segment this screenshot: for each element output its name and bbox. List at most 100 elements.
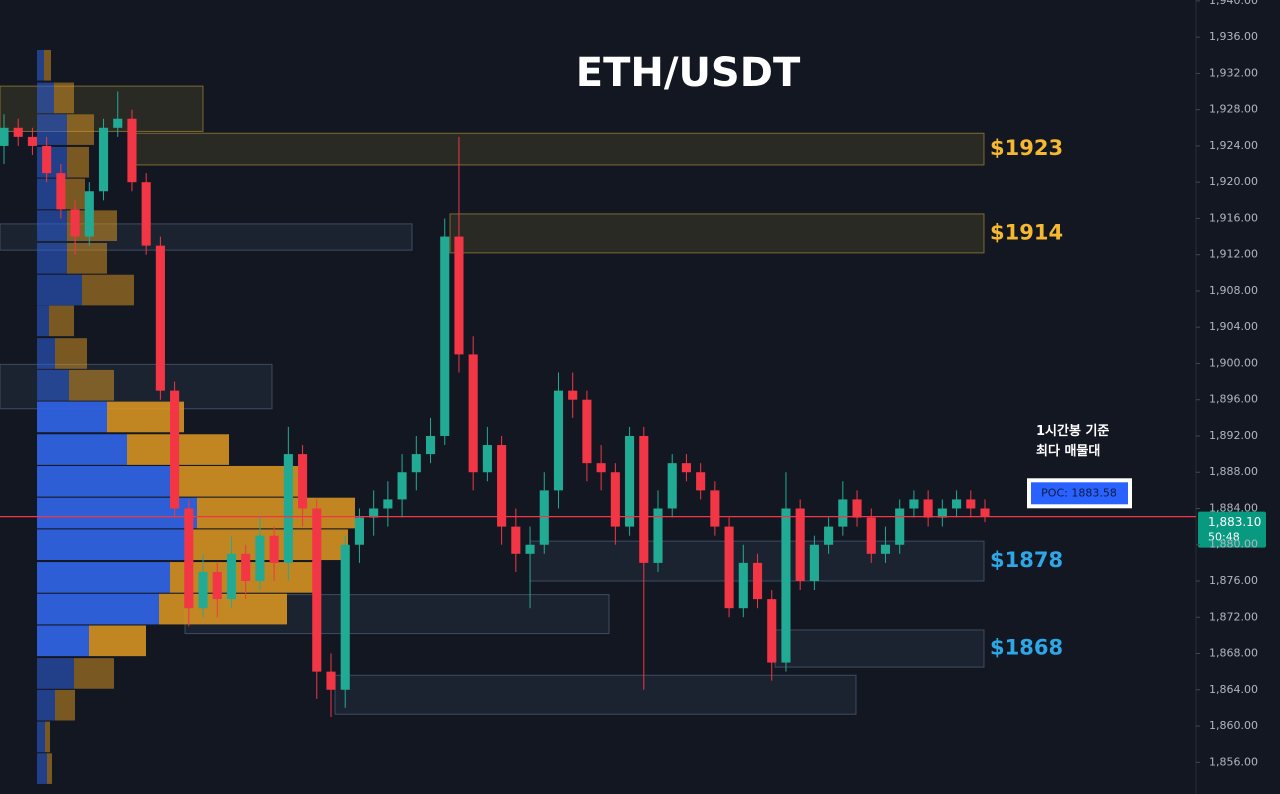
candle-body [440, 236, 450, 436]
candle-body [283, 454, 293, 563]
candle-body [241, 553, 251, 581]
profile-sell [65, 178, 85, 210]
profile-sell [197, 497, 355, 529]
profile-sell [47, 753, 52, 784]
zone-label: $1878 [990, 548, 1063, 572]
candle-body [411, 454, 421, 473]
zone-label: $1923 [990, 136, 1063, 160]
profile-buy [37, 305, 49, 337]
profile-buy [37, 465, 170, 497]
candle-body [383, 499, 393, 509]
profile-buy [37, 82, 54, 114]
candle-body [667, 463, 677, 509]
candle-body [184, 508, 194, 609]
y-tick-label: 1,856.00 [1209, 755, 1258, 768]
candle-body [582, 399, 592, 464]
candle-body [838, 499, 848, 527]
profile-sell [45, 721, 50, 753]
y-tick-label: 1,860.00 [1209, 719, 1258, 732]
y-tick-label: 1,892.00 [1209, 429, 1258, 442]
profile-buy [37, 753, 47, 784]
y-tick-label: 1,940.00 [1209, 0, 1258, 7]
y-tick-label: 1,876.00 [1209, 574, 1258, 587]
candle-body [966, 499, 976, 509]
candle-body [781, 508, 791, 663]
candle-body [27, 136, 37, 146]
candle-body [113, 118, 123, 128]
profile-sell [49, 305, 74, 337]
zone [0, 85, 204, 132]
candle-body [226, 553, 237, 600]
profile-sell [67, 243, 107, 274]
candle-body [767, 599, 777, 663]
profile-sell [89, 625, 146, 657]
zone-label: $1914 [990, 220, 1063, 244]
profile-buy [37, 434, 127, 465]
candle-body [738, 562, 748, 609]
last-price-box [1198, 511, 1266, 548]
candle-body [937, 508, 947, 518]
candle-body [141, 182, 151, 246]
candle-body [497, 445, 507, 527]
candle-body [696, 472, 706, 491]
candle-body [354, 517, 364, 545]
candle-body [170, 390, 180, 509]
y-tick-label: 1,864.00 [1209, 683, 1258, 696]
candle-body [255, 535, 265, 581]
zone [774, 629, 985, 668]
profile-sell [159, 593, 287, 625]
y-tick-label: 1,936.00 [1209, 30, 1258, 43]
candle-body [952, 499, 962, 509]
profile-sell [44, 49, 51, 81]
profile-sell [55, 338, 87, 369]
candle-body [866, 517, 876, 554]
y-tick-label: 1,868.00 [1209, 647, 1258, 660]
poc-note: 최다 매물대 [1036, 443, 1100, 459]
poc-note: 1시간봉 기준 [1036, 423, 1109, 439]
profile-sell [55, 689, 75, 721]
zone [129, 132, 985, 166]
candle-body [653, 508, 663, 563]
profile-buy [37, 593, 159, 625]
candle-body [84, 191, 94, 237]
candle-body [269, 535, 279, 563]
profile-buy [37, 369, 69, 401]
candle-body [70, 209, 80, 237]
profile-buy [37, 243, 67, 274]
y-tick-label: 1,880.00 [1209, 538, 1258, 551]
candle-body [596, 463, 606, 473]
y-tick-label: 1,896.00 [1209, 393, 1258, 406]
candle-body [0, 127, 9, 146]
profile-buy [37, 562, 170, 593]
zone-label: $1868 [990, 636, 1063, 660]
profile-buy [37, 274, 82, 306]
candle-body [127, 118, 137, 183]
candle-body [42, 145, 52, 174]
profile-buy [37, 625, 89, 657]
candle-body [525, 544, 535, 554]
candle-body [212, 571, 222, 600]
y-tick-label: 1,924.00 [1209, 139, 1258, 152]
y-tick-label: 1,916.00 [1209, 211, 1258, 224]
candle-body [909, 499, 919, 509]
candle-body [980, 508, 990, 517]
y-tick-label: 1,904.00 [1209, 320, 1258, 333]
y-tick-label: 1,900.00 [1209, 356, 1258, 369]
candle-body [155, 245, 165, 391]
zone [449, 213, 985, 254]
profile-buy [37, 49, 44, 81]
candle-body [553, 390, 564, 491]
y-tick-label: 1,928.00 [1209, 103, 1258, 116]
candle-body [482, 445, 492, 473]
candle-body [397, 472, 407, 500]
candle-body [511, 526, 521, 554]
candle-body [326, 671, 336, 690]
poc-label: POC: 1883.58 [1041, 486, 1117, 499]
candle-body [13, 127, 23, 137]
profile-buy [37, 210, 67, 242]
candle-body [198, 571, 208, 609]
candle-body [809, 544, 819, 581]
candle-body [795, 508, 805, 581]
